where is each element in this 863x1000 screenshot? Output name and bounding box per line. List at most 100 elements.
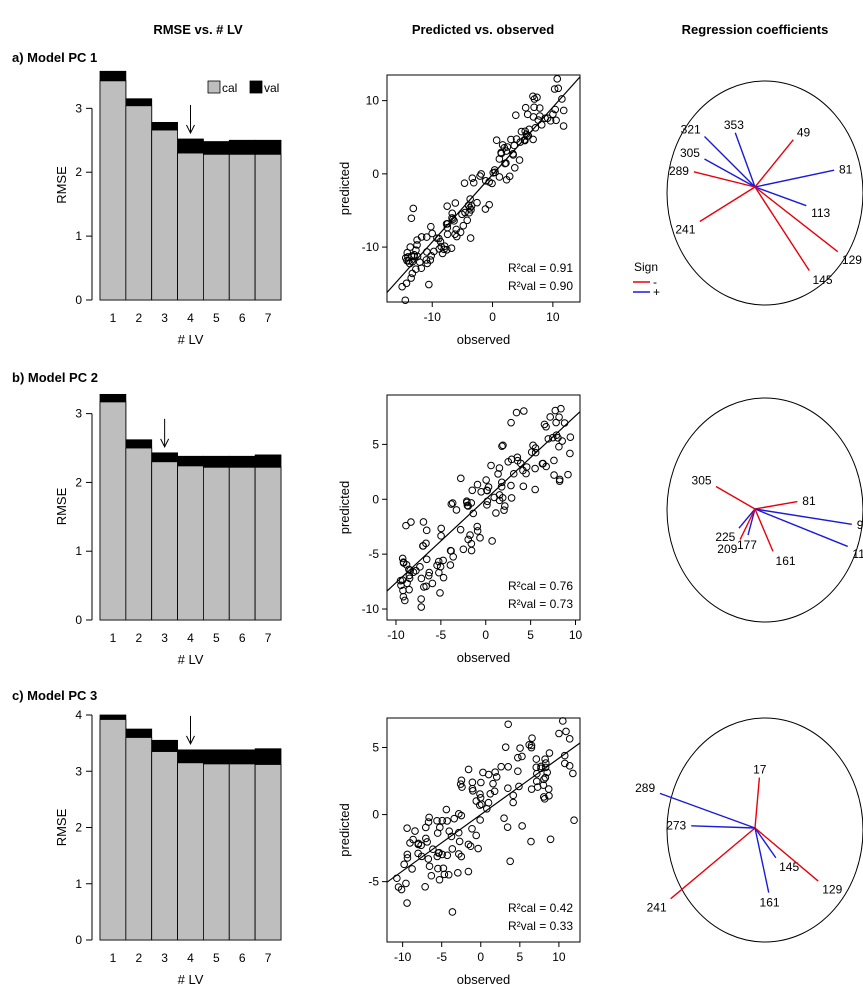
scatter-point [422,555,431,564]
x-tick-label-5: 5 [516,950,523,964]
scatter-point [459,545,468,554]
y-axis-title: RMSE [54,808,69,846]
coefficient-label-353: 353 [724,118,744,132]
scatter-point [473,480,482,489]
x-tick-label-10: 10 [569,628,583,642]
scatter-point [448,214,456,222]
x-tick-label--5: -5 [436,628,447,642]
y-tick-label-0: 0 [372,808,379,822]
scatter-point [512,408,521,417]
x-tick-label-4: 4 [187,951,194,965]
r2-cal-label: R²cal = 0.76 [508,579,573,593]
scatter-point [507,418,515,427]
bar-cal-1 [99,401,127,621]
scatter-point [403,850,412,859]
scatter-point [504,720,512,729]
bar-cal-2 [125,105,153,301]
coefficient-label-289: 289 [635,781,655,795]
scatter-point [425,568,434,577]
scatter-point [434,864,442,873]
scatter-point [409,835,417,844]
scatter-point [439,556,447,565]
scatter-point [417,603,426,611]
scatter-point [521,103,530,112]
scatter-point [515,156,524,164]
r2-cal-label: R²cal = 0.91 [508,261,573,275]
scatter-point [564,470,572,479]
scatter-point [531,124,540,132]
scatter-point [446,546,455,555]
scatter-point [555,442,563,451]
x-tick-label-6: 6 [239,311,246,325]
coefficient-label-209: 209 [717,542,737,556]
coefficient-line-49 [754,139,794,188]
scatter-point [411,827,419,835]
scatter-point [443,851,452,860]
x-tick-label-7: 7 [265,631,272,645]
scatter-point [540,420,549,429]
optimal-lv-arrowhead [160,438,170,448]
x-axis-title: # LV [178,972,204,987]
coefficient-circle [666,397,863,623]
legend-val-label: val [264,81,279,95]
scatter-point [422,526,431,535]
scatter-point [534,116,543,124]
scatter-point [476,790,484,798]
x-tick-label-0: 0 [482,628,489,642]
scatter-point [433,852,442,861]
y-tick-label-10: 10 [366,94,380,108]
bar-cal-2 [125,447,153,621]
scatter-point [566,449,574,458]
y-tick-label--5: -5 [368,547,379,561]
scatter-point [515,782,523,791]
x-tick-label-2: 2 [135,311,142,325]
scatter-point [439,864,448,873]
scatter-point [495,496,504,505]
scatter-point [443,230,452,239]
scatter-point [522,469,530,478]
coefficient-line-81 [754,500,798,510]
bar-cal-7 [254,153,282,301]
coefficient-line-305 [704,158,756,188]
scatter-point [473,522,482,531]
scatter-point [413,241,421,249]
x-axis-title: # LV [178,332,204,347]
scatter-point [503,143,512,151]
scatter-point [569,769,577,778]
scatter-point [434,849,443,857]
bar-cal-2 [125,737,153,941]
coefficient-circle [666,717,863,943]
x-tick-label-6: 6 [239,951,246,965]
y-tick-label-1: 1 [75,877,82,891]
scatter-point [467,202,476,210]
y-tick-label-1: 1 [75,544,82,558]
scatter-point [531,485,539,494]
scatter-point [407,518,415,526]
y-tick-label-2: 2 [75,165,82,179]
y-tick-label-2: 2 [75,475,82,489]
scatter-point [498,442,506,451]
scatter-point [472,831,480,840]
scatter-point [528,734,536,742]
scatter-point [448,908,457,916]
scatter-point [448,209,457,218]
x-tick-label-2: 2 [135,951,142,965]
legend-cal-label: cal [222,81,237,95]
scatter-point [417,264,426,273]
scatter-point [513,453,522,462]
scatter-point [537,121,546,129]
coefficient-label-113: 113 [811,206,830,220]
scatter-point [487,461,495,470]
scatter-point [495,491,504,499]
x-tick-label-6: 6 [239,631,246,645]
scatter-point [424,818,433,826]
x-axis-title: observed [457,332,510,347]
y-tick-label-3: 3 [75,101,82,115]
scatter-point [483,804,491,813]
scatter-point [535,104,544,112]
coefficient-plot-c: 17 289 273 241 145 129 161 [635,717,863,943]
scatter-point [417,574,426,583]
scatter-point [408,257,417,266]
scatter-point [408,865,416,873]
